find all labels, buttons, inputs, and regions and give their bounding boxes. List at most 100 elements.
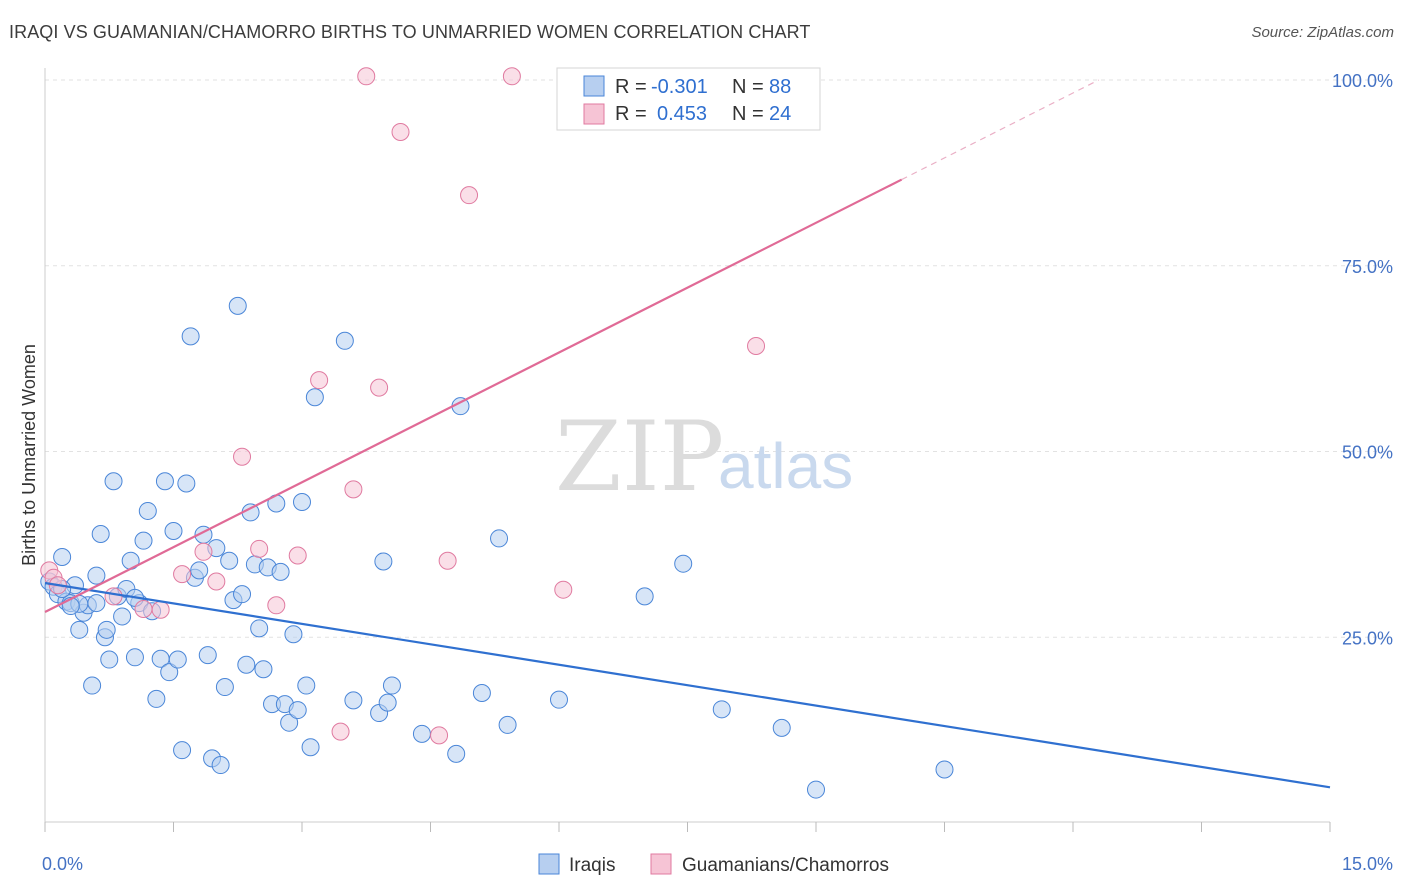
iraqis-point-29 bbox=[160, 663, 179, 682]
iraqis-point-63 bbox=[305, 388, 324, 407]
guam-point-9 bbox=[233, 447, 252, 466]
iraqis-point-23 bbox=[134, 531, 153, 550]
watermark: ZIP atlas bbox=[555, 401, 853, 513]
iraqis-point-47 bbox=[237, 655, 256, 674]
iraqis-point-60 bbox=[293, 493, 311, 512]
legend-r-value-1: -0.301 bbox=[651, 76, 708, 98]
legend-n-label-2: N = bbox=[732, 103, 764, 125]
iraqis-point-16 bbox=[104, 472, 123, 491]
iraqis-point-21 bbox=[125, 648, 144, 667]
iraqis-point-33 bbox=[177, 474, 196, 493]
watermark-zip: ZIP bbox=[555, 401, 724, 513]
correlation-legend: R = -0.301 N = 88 R = 0.453 N = 24 bbox=[556, 67, 821, 131]
guam-point-14 bbox=[331, 722, 350, 741]
guam-point-3 bbox=[104, 587, 123, 606]
series-iraqis bbox=[40, 296, 954, 799]
iraqis-point-59 bbox=[288, 701, 307, 720]
gridlines bbox=[45, 79, 1390, 638]
guam-point-8 bbox=[207, 572, 226, 591]
iraqis-point-62 bbox=[301, 738, 320, 757]
iraqis-point-38 bbox=[198, 646, 217, 665]
iraqis-point-26 bbox=[147, 689, 166, 708]
iraqis-point-34 bbox=[181, 327, 200, 346]
y-tick-label-1: 50.0% bbox=[1342, 443, 1393, 463]
iraqis-point-3 bbox=[53, 548, 72, 567]
iraqis-point-28 bbox=[155, 472, 174, 491]
guam-point-15 bbox=[344, 480, 363, 499]
iraqis-point-45 bbox=[228, 296, 247, 315]
iraqis-point-82 bbox=[935, 760, 954, 779]
iraqis-point-75 bbox=[498, 715, 517, 734]
iraqis-point-70 bbox=[412, 724, 431, 743]
tick-labels: 25.0% 50.0% 75.0% 100.0% 0.0% 15.0% bbox=[42, 71, 1393, 874]
guam-point-22 bbox=[502, 67, 521, 86]
iraqis-point-43 bbox=[220, 551, 239, 570]
iraqis-point-80 bbox=[772, 718, 791, 737]
iraqis-point-68 bbox=[378, 693, 397, 712]
iraqis-point-81 bbox=[807, 780, 825, 799]
legend-r-value-2: 0.453 bbox=[657, 103, 707, 125]
legend-r-label-1: R = bbox=[615, 76, 647, 98]
y-tick-label-0: 25.0% bbox=[1342, 628, 1393, 648]
iraqis-point-36 bbox=[190, 561, 209, 580]
iraqis-point-32 bbox=[173, 741, 192, 760]
guam-point-10 bbox=[250, 539, 269, 558]
guam-point-20 bbox=[438, 551, 457, 570]
iraqis-point-74 bbox=[490, 529, 509, 548]
guam-point-17 bbox=[370, 378, 389, 397]
iraqis-point-41 bbox=[211, 756, 230, 775]
series-legend-swatch-guam bbox=[650, 853, 672, 875]
guam-point-21 bbox=[460, 186, 479, 205]
chart-title: IRAQI VS GUAMANIAN/CHAMORRO BIRTHS TO UN… bbox=[9, 22, 811, 42]
iraqis-point-10 bbox=[83, 676, 102, 695]
legend-n-value-1: 88 bbox=[769, 76, 791, 98]
legend-n-value-2: 24 bbox=[769, 103, 791, 125]
guam-point-24 bbox=[747, 336, 766, 355]
guam-point-13 bbox=[310, 371, 329, 390]
iraqis-point-64 bbox=[335, 331, 354, 350]
iraqis-point-73 bbox=[472, 683, 491, 702]
legend-swatch-guam bbox=[583, 103, 605, 125]
iraqis-point-51 bbox=[254, 660, 273, 679]
iraqis-point-69 bbox=[382, 676, 401, 695]
legend-swatch-iraqis bbox=[583, 75, 605, 97]
iraqis-point-58 bbox=[284, 625, 303, 644]
y-axis-label: Births to Unmarried Women bbox=[19, 344, 39, 566]
x-tick-label-0: 0.0% bbox=[42, 854, 83, 874]
iraqis-point-76 bbox=[550, 690, 568, 709]
guam-point-18 bbox=[391, 123, 410, 142]
iraqis-point-46 bbox=[233, 585, 252, 604]
guam-point-12 bbox=[288, 546, 307, 565]
iraqis-point-24 bbox=[138, 501, 157, 520]
iraqis-point-7 bbox=[70, 620, 89, 639]
trendlines bbox=[44, 79, 1331, 789]
iraqis-point-65 bbox=[344, 691, 363, 710]
trendline-iraqis bbox=[44, 581, 1331, 789]
series-legend-swatch-iraqis bbox=[538, 853, 560, 875]
iraqis-point-57 bbox=[280, 713, 299, 732]
series-guamanians bbox=[40, 67, 766, 745]
iraqis-point-15 bbox=[100, 650, 119, 669]
guam-point-19 bbox=[430, 726, 449, 745]
iraqis-point-84 bbox=[87, 566, 106, 585]
iraqis-point-67 bbox=[374, 552, 393, 571]
watermark-atlas: atlas bbox=[718, 430, 853, 502]
iraqis-point-31 bbox=[168, 650, 187, 669]
series-legend-iraqis: Iraqis bbox=[569, 855, 615, 876]
guam-point-5 bbox=[151, 600, 170, 619]
guam-point-6 bbox=[173, 565, 192, 584]
guam-point-16 bbox=[357, 67, 376, 86]
iraqis-point-78 bbox=[674, 554, 693, 573]
iraqis-point-79 bbox=[712, 700, 731, 719]
series-legend-guam: Guamanians/Chamorros bbox=[682, 855, 889, 876]
legend-r-label-2: R = bbox=[615, 103, 647, 125]
legend-n-label-1: N = bbox=[732, 76, 764, 98]
trendline-guam bbox=[44, 178, 903, 613]
iraqis-point-55 bbox=[271, 562, 290, 581]
guam-point-4 bbox=[134, 600, 153, 619]
iraqis-point-42 bbox=[215, 678, 234, 697]
guam-point-11 bbox=[267, 596, 286, 615]
axes bbox=[44, 68, 1331, 832]
y-tick-label-3: 100.0% bbox=[1332, 71, 1393, 91]
